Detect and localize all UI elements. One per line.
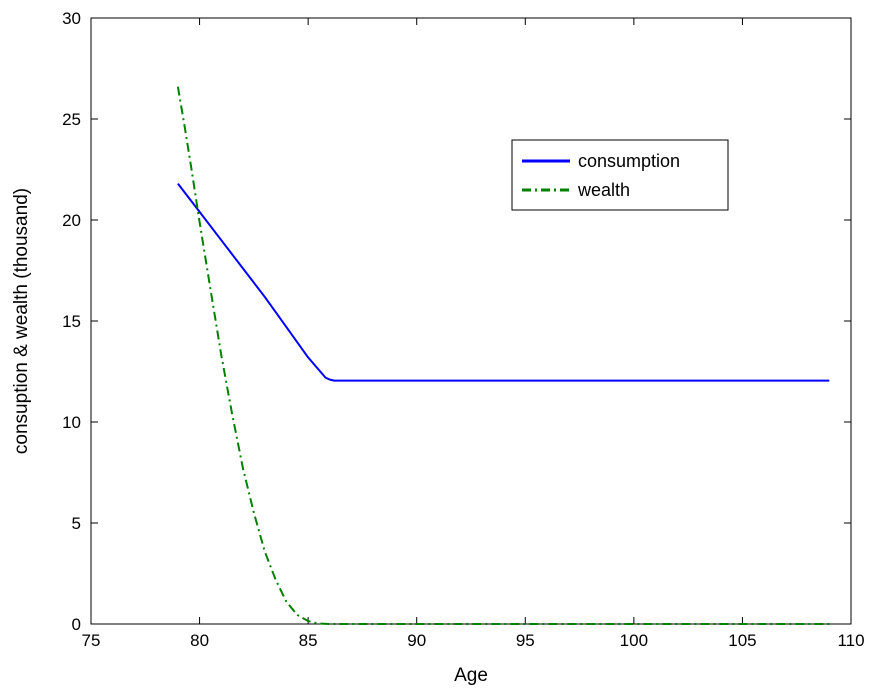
y-axis-label: consuption & wealth (thousand) [11, 188, 32, 454]
x-tick-label: 90 [407, 631, 426, 650]
y-tick-label: 5 [72, 514, 81, 533]
y-tick-label: 25 [62, 110, 81, 129]
series-line-wealth [176, 86, 830, 625]
y-tick-label: 10 [62, 413, 81, 432]
x-tick-label: 75 [82, 631, 101, 650]
legend-box [511, 139, 729, 211]
y-tick-label: 20 [62, 211, 81, 230]
series-line-consumption [177, 182, 830, 382]
x-tick-label: 95 [516, 631, 535, 650]
x-tick-label: 100 [620, 631, 648, 650]
x-tick-label: 80 [190, 631, 209, 650]
x-tick-label: 110 [837, 631, 864, 650]
x-tick-label: 85 [299, 631, 318, 650]
x-tick-label: 105 [728, 631, 756, 650]
y-tick-label: 30 [62, 9, 81, 28]
x-axis-label: Age [454, 665, 488, 686]
legend: consumption wealth [511, 139, 729, 211]
legend-label-wealth: wealth [577, 180, 630, 200]
y-tick-label: 15 [62, 312, 81, 331]
plot-area-frame [90, 17, 852, 625]
legend-label-consumption: consumption [578, 151, 680, 171]
y-tick-label: 0 [72, 615, 81, 634]
